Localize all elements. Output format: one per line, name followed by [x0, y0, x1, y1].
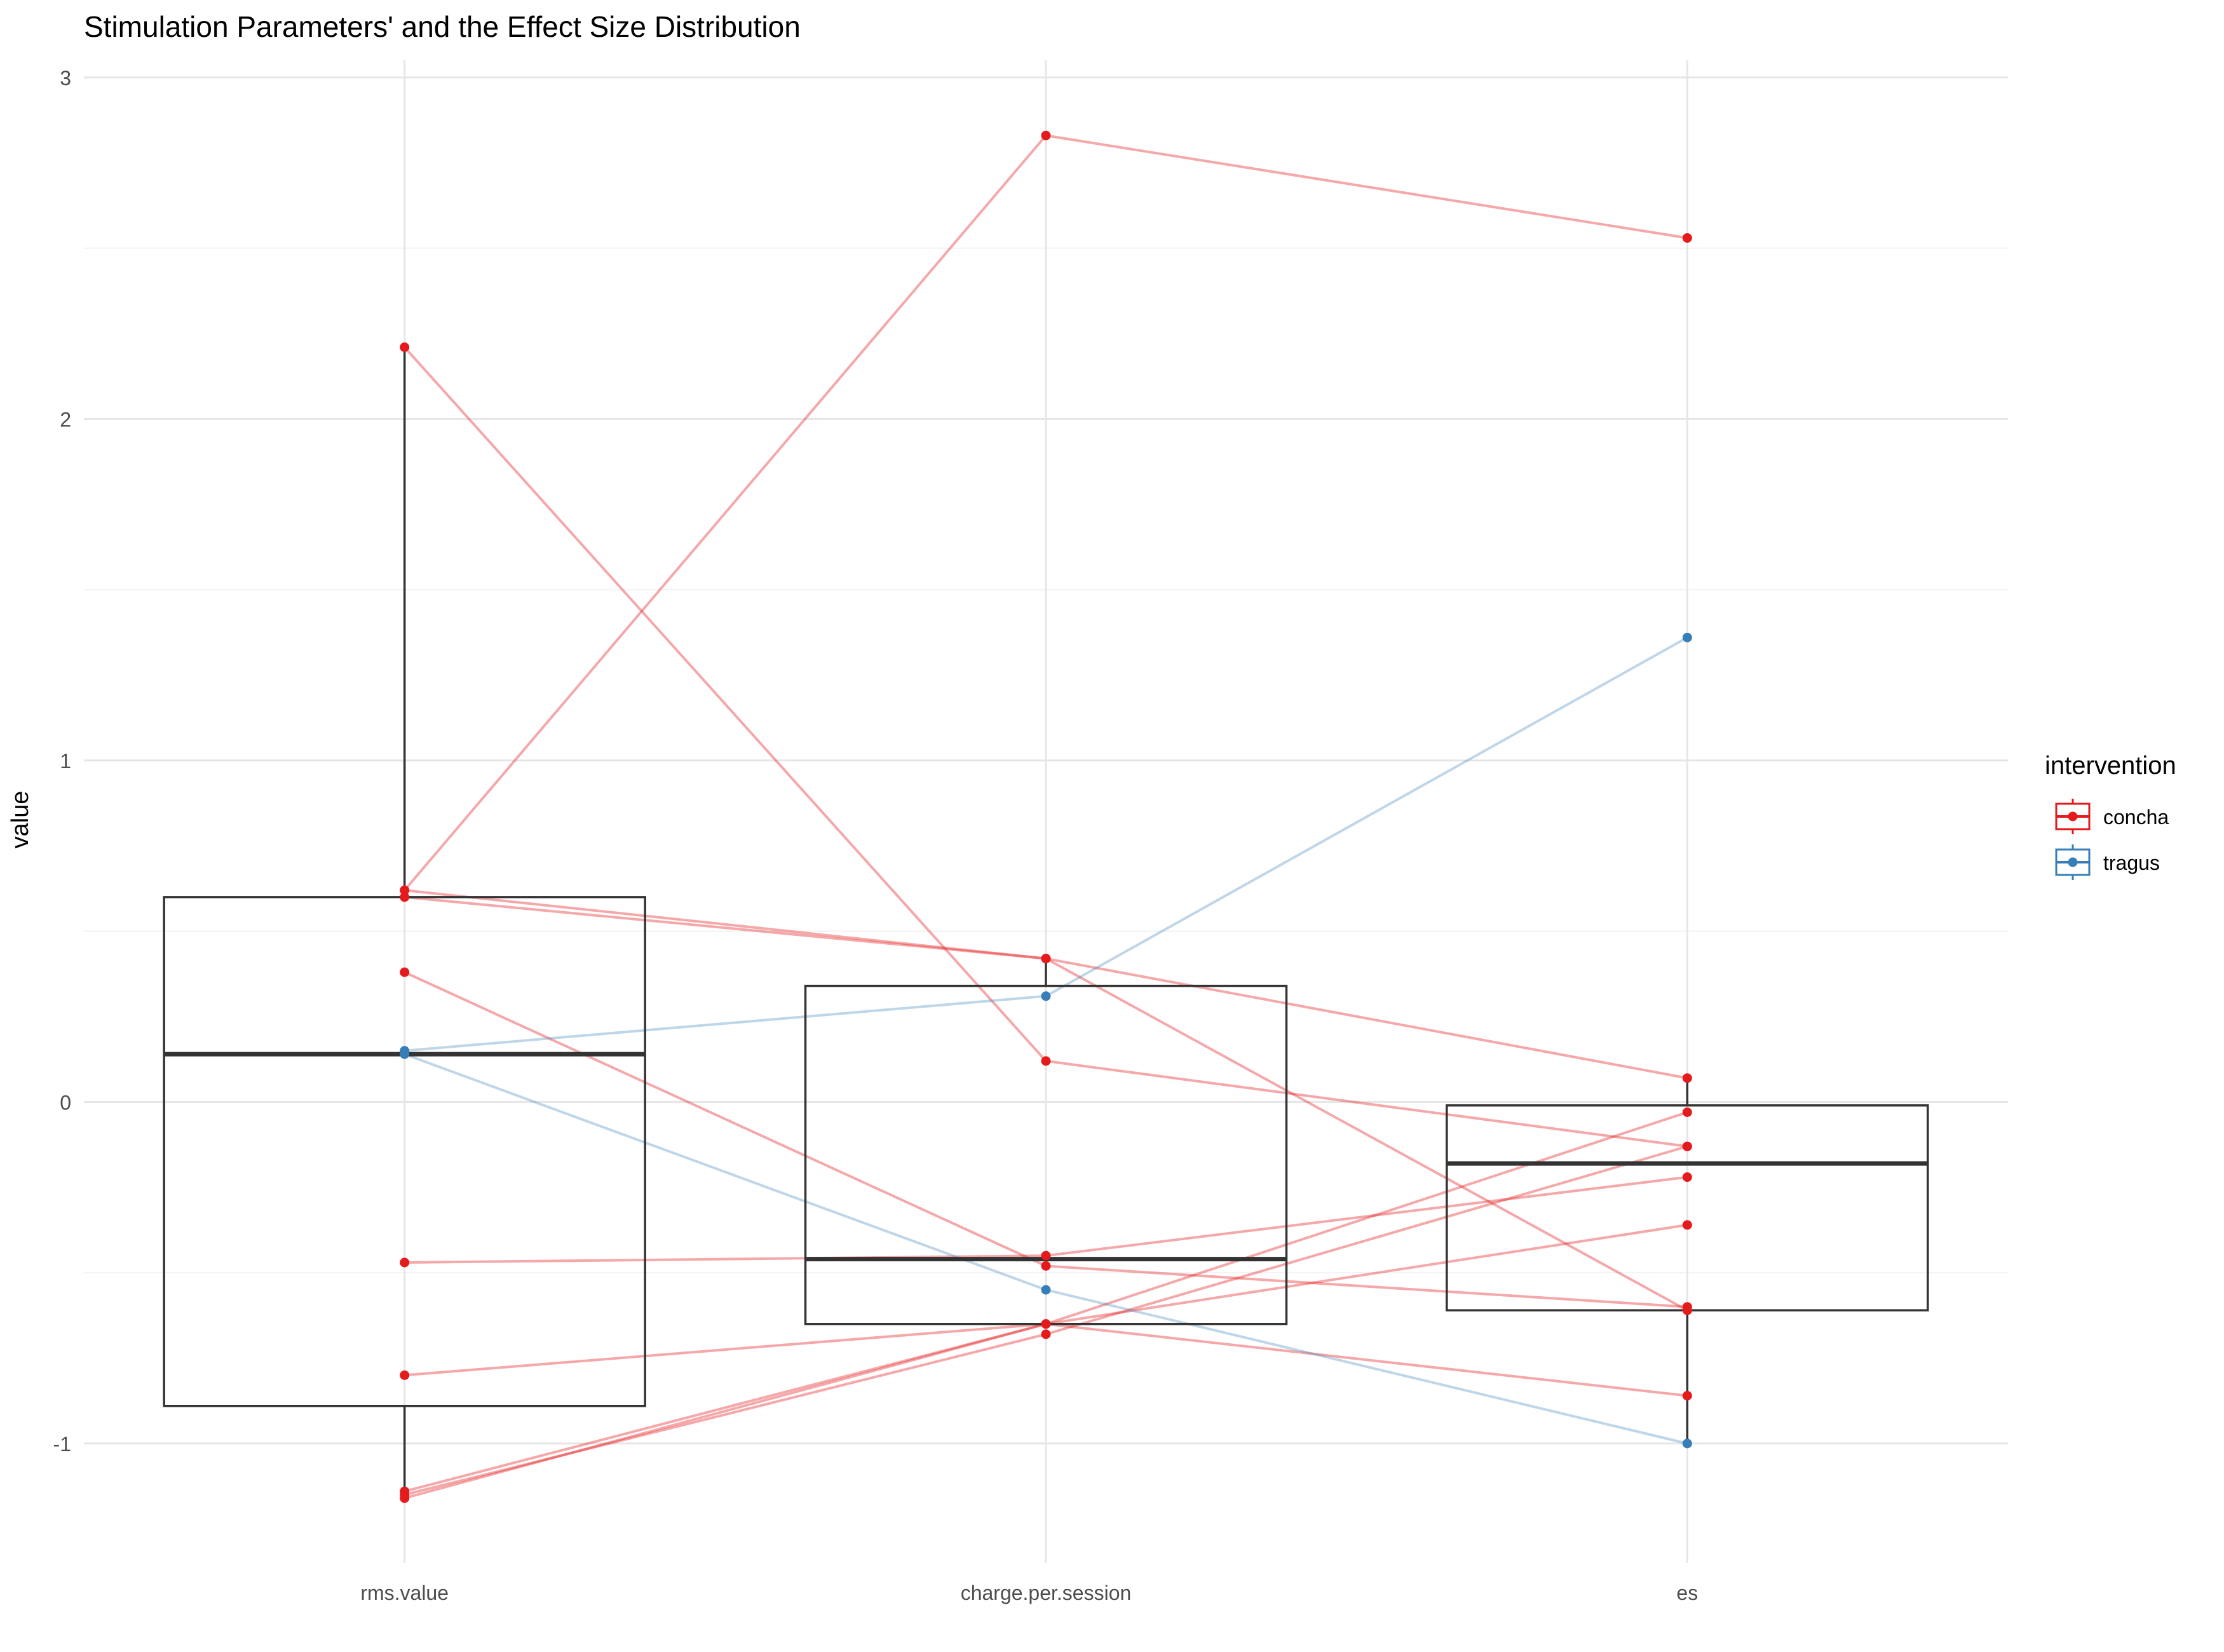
connector-line: [404, 1322, 1047, 1493]
chart-title: Stimulation Parameters' and the Effect S…: [84, 10, 801, 43]
data-point: [1041, 991, 1051, 1001]
legend: intervention concha tragus: [2045, 752, 2176, 880]
data-point: [1682, 632, 1692, 642]
y-tick-label: 3: [60, 67, 71, 90]
data-point: [1682, 233, 1692, 243]
connector-line: [1045, 957, 1688, 1312]
data-point: [1682, 1439, 1692, 1449]
legend-label: concha: [2103, 806, 2169, 829]
connector-line: [1045, 1322, 1688, 1397]
connector-line: [1045, 957, 1688, 1080]
data-point: [400, 892, 410, 902]
data-point: [1041, 1329, 1051, 1339]
data-point: [400, 1049, 410, 1059]
x-tick-label: es: [1676, 1581, 1698, 1604]
connector-line: [403, 971, 1047, 1268]
connector-line: [403, 346, 1047, 1062]
connector-line: [404, 889, 1047, 960]
connector-line: [1045, 1264, 1688, 1308]
connector-lines: [403, 134, 1688, 1500]
legend-title: intervention: [2045, 752, 2176, 780]
data-point: [400, 1493, 410, 1503]
legend-key-point: [2068, 811, 2078, 822]
connector-line: [404, 1322, 1047, 1500]
y-tick-label: 2: [60, 408, 71, 431]
data-point: [400, 885, 410, 895]
data-point: [1041, 1250, 1051, 1261]
y-tick-label: 1: [60, 750, 71, 773]
connector-line: [404, 1332, 1047, 1496]
data-point: [1682, 1107, 1692, 1117]
data-point: [1041, 1285, 1051, 1295]
connector-line: [404, 1322, 1047, 1377]
connector-line: [1045, 1145, 1688, 1336]
data-point: [1041, 130, 1051, 140]
data-point: [1682, 1220, 1692, 1230]
data-point: [1041, 1056, 1051, 1066]
connector-line: [1045, 1289, 1688, 1445]
connector-line: [404, 1254, 1047, 1264]
connector-line: [1045, 134, 1688, 240]
data-point: [400, 967, 410, 977]
data-point: [1041, 1261, 1051, 1271]
connector-line: [404, 895, 1047, 960]
connector-line: [1045, 1111, 1688, 1325]
x-tick-label: rms.value: [360, 1581, 449, 1604]
y-axis-label: value: [7, 791, 34, 849]
connector-line: [1045, 1175, 1688, 1257]
connector-line: [404, 994, 1047, 1052]
legend-key-point: [2068, 857, 2078, 867]
data-point: [1682, 1073, 1692, 1083]
data-point: [1682, 1302, 1692, 1312]
connector-line: [1045, 1223, 1688, 1325]
connector-line: [403, 134, 1047, 891]
data-point: [1041, 1319, 1051, 1329]
connector-line: [1045, 1059, 1688, 1148]
data-point: [400, 1257, 410, 1268]
axis-labels: -1 0 1 2 3 rms.value charge.per.session es: [53, 67, 1699, 1604]
data-point: [1041, 954, 1051, 964]
legend-label: tragus: [2103, 851, 2160, 874]
connector-line: [403, 1053, 1047, 1291]
data-point: [1682, 1172, 1692, 1182]
data-point: [1682, 1391, 1692, 1401]
x-tick-label: charge.per.session: [961, 1581, 1132, 1604]
data-point: [400, 1370, 410, 1380]
data-points: [400, 130, 1692, 1503]
y-tick-label: -1: [53, 1433, 71, 1456]
data-point: [400, 342, 410, 352]
y-tick-label: 0: [60, 1091, 71, 1114]
connector-line: [1045, 636, 1688, 998]
data-point: [1682, 1141, 1692, 1151]
